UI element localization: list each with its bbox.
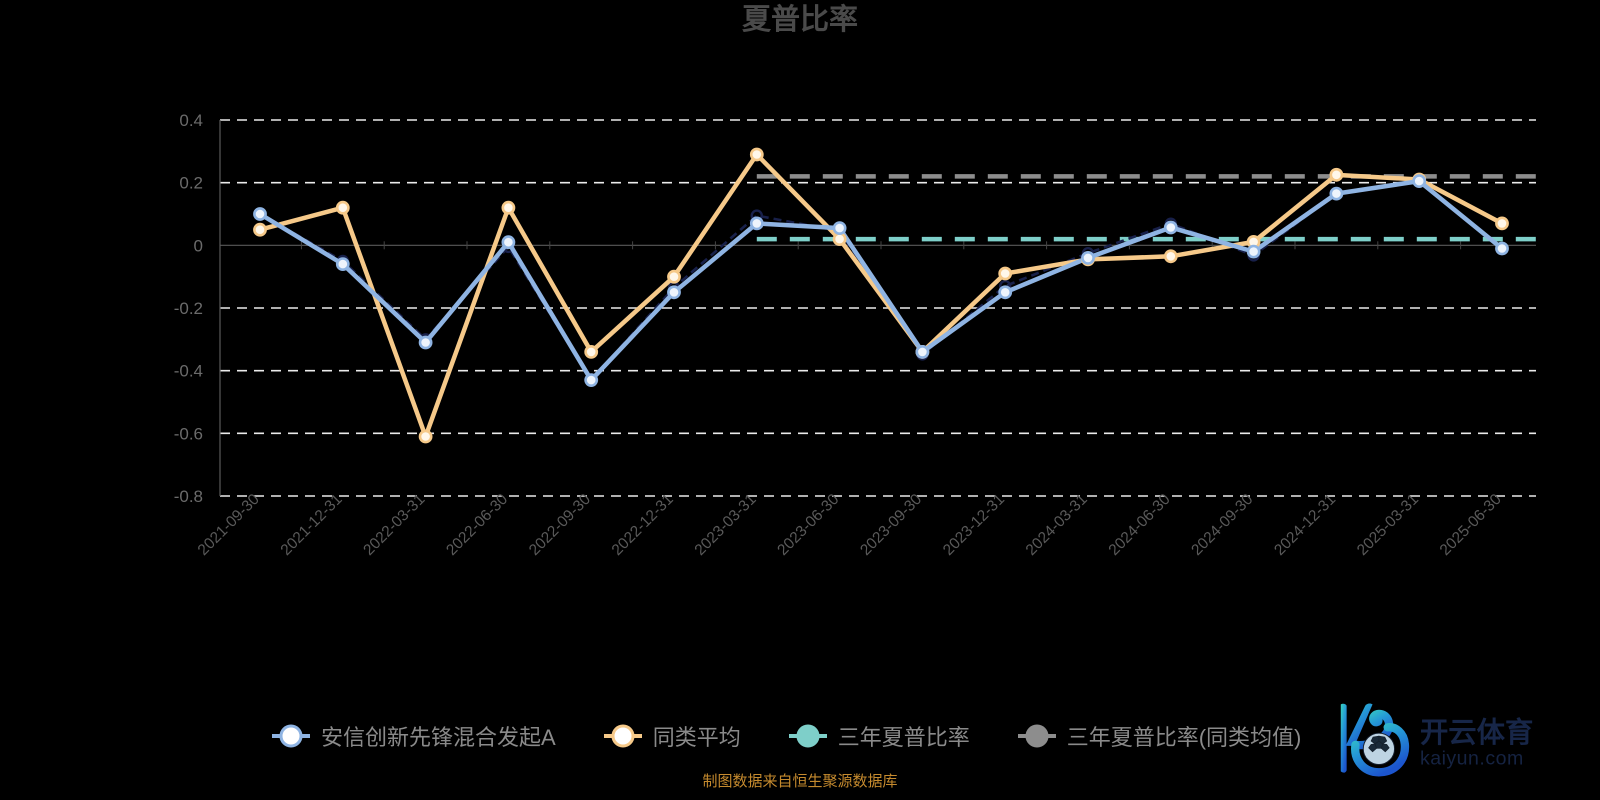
svg-text:夏普比率: 夏普比率 xyxy=(742,2,858,36)
svg-text:-0.2: -0.2 xyxy=(174,299,203,318)
svg-text:0.2: 0.2 xyxy=(179,174,203,193)
svg-text:kaiyun.com: kaiyun.com xyxy=(1420,747,1524,769)
svg-text:0: 0 xyxy=(194,236,203,255)
svg-text:0.4: 0.4 xyxy=(179,111,203,130)
svg-text:-0.6: -0.6 xyxy=(174,424,203,443)
svg-text:-0.4: -0.4 xyxy=(174,362,203,381)
svg-text:-0.8: -0.8 xyxy=(174,487,203,506)
svg-text:开云体育: 开云体育 xyxy=(1420,716,1533,749)
